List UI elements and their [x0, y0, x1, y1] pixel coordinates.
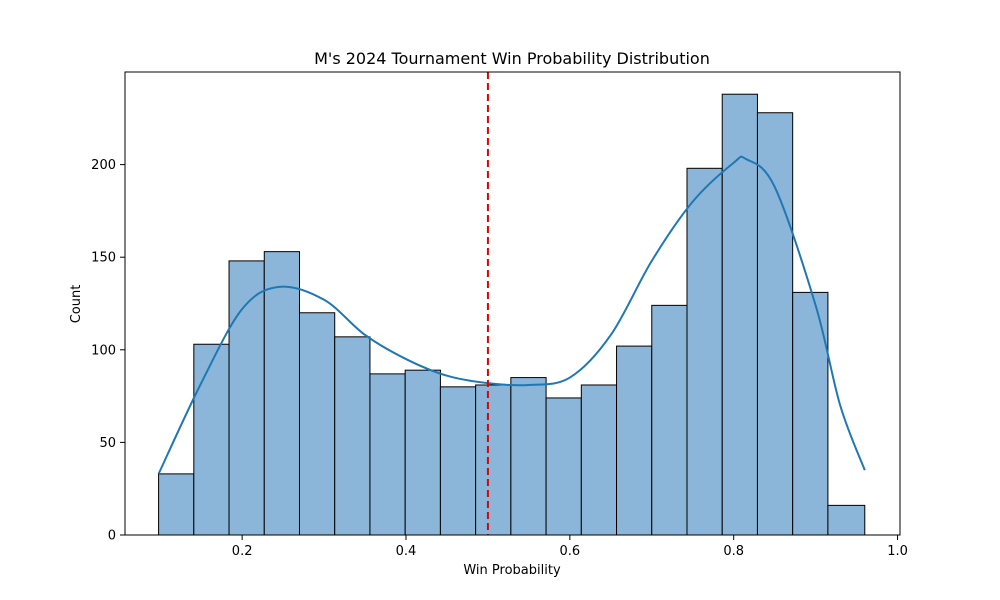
histogram-bar	[158, 473, 195, 536]
y-tick-label: 100	[91, 343, 116, 358]
y-tick-label: 0	[108, 529, 116, 544]
histogram-bar	[263, 251, 300, 536]
chart-title: M's 2024 Tournament Win Probability Dist…	[314, 49, 710, 68]
x-axis-ticks: 0.2 0.4 0.6 0.8 1.0	[232, 535, 908, 559]
x-tick-label: 1.0	[887, 544, 908, 559]
histogram-bar	[580, 384, 618, 536]
histogram-bar	[756, 112, 794, 536]
histogram-bar	[439, 386, 477, 536]
histogram-bar	[616, 345, 653, 536]
kde-curve	[157, 155, 866, 475]
x-tick-label: 0.4	[396, 544, 417, 559]
x-tick-label: 0.2	[232, 544, 253, 559]
x-tick-label: 0.6	[560, 544, 581, 559]
x-tick-label: 0.8	[723, 544, 744, 559]
histogram-bar	[298, 312, 336, 536]
y-tick-label: 50	[99, 436, 116, 451]
histogram-bar	[334, 336, 371, 536]
histogram-bar	[369, 373, 406, 536]
histogram-bar	[827, 504, 866, 536]
plot-frame	[124, 71, 901, 536]
y-axis-label: Count	[69, 285, 84, 324]
histogram-bar	[228, 260, 265, 536]
histogram-bar	[510, 377, 547, 536]
histogram-bar	[686, 167, 723, 536]
histogram-bar	[404, 369, 441, 536]
y-axis-ticks: 0 50 100 150 200	[91, 158, 125, 544]
histogram-bar	[545, 397, 582, 536]
histogram-bar	[193, 343, 230, 536]
y-tick-label: 200	[91, 158, 116, 173]
x-axis-label: Win Probability	[463, 563, 561, 578]
histogram-bar	[475, 384, 512, 536]
bars-group	[158, 93, 866, 536]
histogram-bar	[651, 304, 688, 536]
y-tick-label: 150	[91, 251, 116, 266]
histogram-bar	[721, 93, 758, 536]
